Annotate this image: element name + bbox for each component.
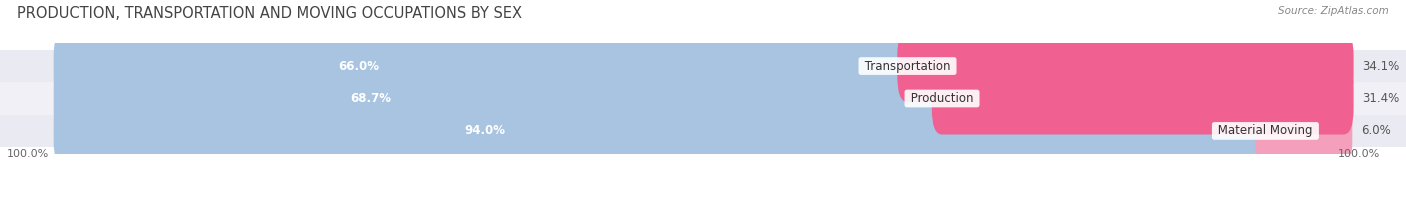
Text: 34.1%: 34.1% <box>1362 59 1400 72</box>
Bar <box>0 82 1406 115</box>
Text: Production: Production <box>907 92 977 105</box>
Text: 66.0%: 66.0% <box>339 59 380 72</box>
Text: Transportation: Transportation <box>860 59 955 72</box>
Text: 6.0%: 6.0% <box>1361 125 1391 138</box>
FancyBboxPatch shape <box>53 62 952 135</box>
FancyBboxPatch shape <box>1256 95 1353 167</box>
FancyBboxPatch shape <box>897 30 1354 102</box>
Legend: Male, Female: Male, Female <box>636 194 770 197</box>
FancyBboxPatch shape <box>53 95 1275 167</box>
Text: 100.0%: 100.0% <box>7 149 49 159</box>
FancyBboxPatch shape <box>932 62 1354 135</box>
Text: 68.7%: 68.7% <box>350 92 392 105</box>
Text: PRODUCTION, TRANSPORTATION AND MOVING OCCUPATIONS BY SEX: PRODUCTION, TRANSPORTATION AND MOVING OC… <box>17 6 522 21</box>
Text: 94.0%: 94.0% <box>464 125 505 138</box>
Text: Material Moving: Material Moving <box>1215 125 1316 138</box>
Text: 31.4%: 31.4% <box>1362 92 1400 105</box>
Text: Source: ZipAtlas.com: Source: ZipAtlas.com <box>1278 6 1389 16</box>
Bar <box>0 50 1406 82</box>
FancyBboxPatch shape <box>53 30 918 102</box>
Bar <box>0 115 1406 147</box>
Text: 100.0%: 100.0% <box>1339 149 1381 159</box>
